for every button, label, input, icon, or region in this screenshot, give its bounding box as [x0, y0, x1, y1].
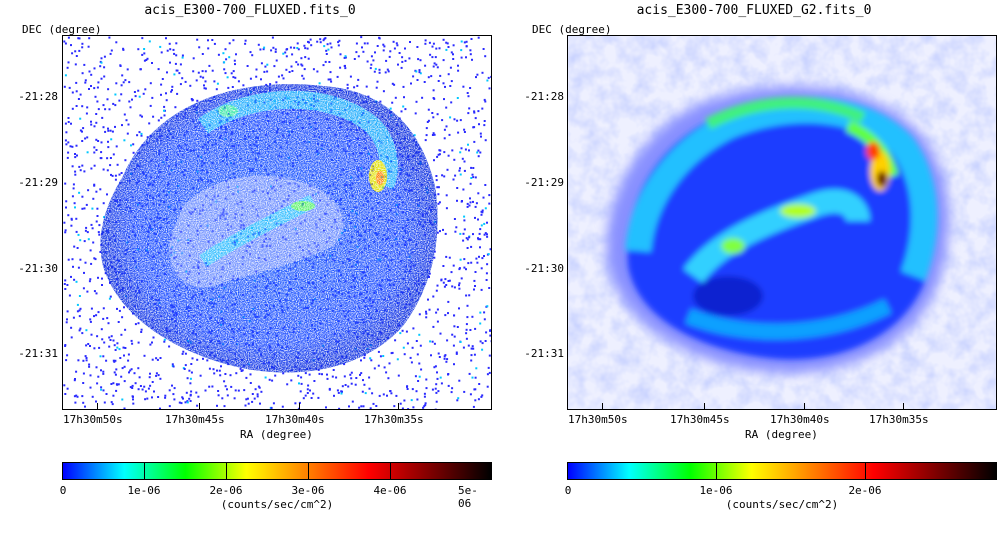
y-tick-label: -21:30 [18, 262, 58, 275]
colorbar-unit: (counts/sec/cm^2) [725, 498, 839, 511]
x-tick-label: 17h30m45s [670, 413, 730, 426]
ra-axis-label: RA (degree) [745, 428, 818, 441]
colorbar-tick: 5e-06 [458, 484, 478, 510]
dec-axis-label: DEC (degree) [22, 23, 102, 36]
x-tick-label: 17h30m40s [265, 413, 325, 426]
x-tick-label: 17h30m45s [165, 413, 225, 426]
y-tick-label: -21:29 [18, 176, 58, 189]
x-tick-label: 17h30m40s [770, 413, 830, 426]
x-tick-label: 17h30m35s [364, 413, 424, 426]
colorbar-tick: 2e-06 [209, 484, 243, 497]
colorbar-tick: 1e-06 [127, 484, 161, 497]
colorbar [567, 462, 997, 480]
x-tick-label: 17h30m35s [869, 413, 929, 426]
ra-axis-label: RA (degree) [240, 428, 313, 441]
image-canvas[interactable] [62, 35, 492, 410]
colorbar-tick: 1e-06 [699, 484, 733, 497]
y-tick-label: -21:28 [18, 90, 58, 103]
smoothed-fits-image [568, 36, 996, 409]
smoothed-image-panel: acis_E300-700_FLUXED_G2.fits_0 DEC (degr… [504, 0, 1000, 533]
y-tick-label: -21:30 [524, 262, 564, 275]
x-tick-label: 17h30m50s [568, 413, 628, 426]
raw-fits-image [63, 36, 491, 409]
outer-arc [625, 97, 938, 281]
colorbar [62, 462, 492, 480]
colorbar-tick: 2e-06 [848, 484, 882, 497]
colorbar-tick: 0 [59, 484, 67, 497]
y-tick-label: -21:31 [18, 347, 58, 360]
x-tick-label: 17h30m50s [63, 413, 123, 426]
bright-filament-top [197, 90, 398, 190]
colorbar-tick: 0 [564, 484, 572, 497]
colorbar-tick: 3e-06 [291, 484, 325, 497]
y-tick-label: -21:28 [524, 90, 564, 103]
colorbar-tick: 4e-06 [373, 484, 407, 497]
hotspot-core [376, 171, 384, 185]
y-tick-label: -21:29 [524, 176, 564, 189]
dec-axis-label: DEC (degree) [532, 23, 612, 36]
panel-title: acis_E300-700_FLUXED.fits_0 [144, 3, 356, 18]
y-tick-label: -21:31 [524, 347, 564, 360]
hotspot-core [877, 171, 887, 187]
image-canvas[interactable] [567, 35, 997, 410]
lower-arc [685, 298, 892, 340]
raw-image-panel: acis_E300-700_FLUXED.fits_0 DEC (degree)… [18, 3, 492, 511]
colorbar-unit: (counts/sec/cm^2) [220, 498, 334, 511]
panel-title: acis_E300-700_FLUXED_G2.fits_0 [636, 3, 872, 18]
